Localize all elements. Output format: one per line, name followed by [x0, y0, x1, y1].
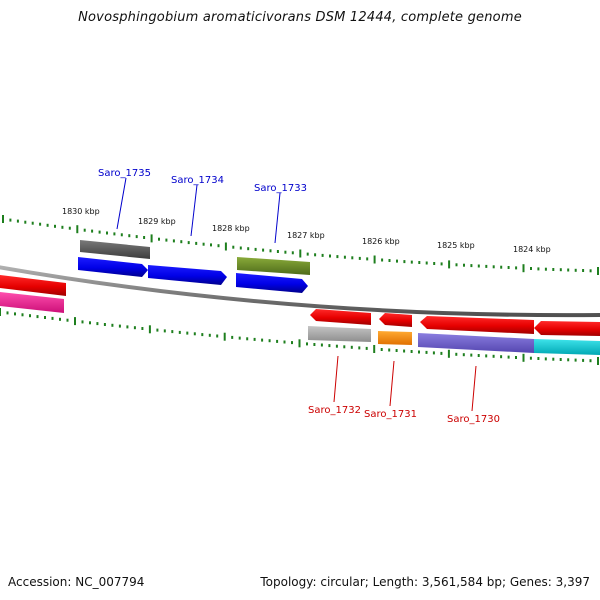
- leader-saro-1731: [389, 360, 395, 407]
- gene-label-leaders: [116, 177, 477, 412]
- gene-feature-saro-1733-class[interactable]: [237, 257, 310, 275]
- gene-label-saro-1733[interactable]: Saro_1733: [254, 183, 307, 194]
- gene-arrow-saro-1732[interactable]: [310, 309, 371, 325]
- gene-feature-left-edge-class[interactable]: [0, 292, 64, 313]
- gene-arrow-saro-1734[interactable]: [148, 265, 227, 285]
- position-label: 1826 kbp: [362, 237, 400, 246]
- page-title: Novosphingobium aromaticivorans DSM 1244…: [78, 10, 522, 25]
- gene-label-saro-1734[interactable]: Saro_1734: [171, 175, 224, 186]
- position-label: 1828 kbp: [212, 224, 250, 233]
- gene-label-saro-1730[interactable]: Saro_1730: [447, 414, 500, 425]
- position-labels: 1830 kbp 1829 kbp 1828 kbp 1827 kbp 1826…: [62, 207, 551, 254]
- leader-saro-1733: [274, 192, 281, 244]
- position-label: 1825 kbp: [437, 241, 475, 250]
- left-edge-features: [0, 275, 66, 313]
- accession-label: Accession: NC_007794: [8, 575, 145, 589]
- leader-saro-1735: [116, 177, 127, 230]
- gene-labels: Saro_1735 Saro_1734 Saro_1733 Saro_1732 …: [98, 168, 500, 425]
- gene-arrow-saro-1730[interactable]: [420, 316, 534, 334]
- gene-label-saro-1732[interactable]: Saro_1732: [308, 405, 361, 416]
- gene-feature-saro-1732-class[interactable]: [308, 326, 371, 342]
- position-label: 1830 kbp: [62, 207, 100, 216]
- position-label: 1829 kbp: [138, 217, 176, 226]
- gene-feature-saro-1731-class[interactable]: [378, 331, 412, 345]
- gene-feature-saro-1730-class[interactable]: [418, 333, 534, 353]
- forward-functional-track: [80, 240, 310, 275]
- gene-arrow-left-edge[interactable]: [0, 275, 66, 296]
- position-label: 1827 kbp: [287, 231, 325, 240]
- reverse-cds-track: [310, 309, 600, 336]
- forward-cds-track: [78, 257, 308, 293]
- gene-feature-saro-1735-class[interactable]: [80, 240, 150, 259]
- gene-arrow-right-edge[interactable]: [534, 321, 600, 336]
- gene-feature-right-edge-class[interactable]: [534, 339, 600, 355]
- reverse-functional-track: [308, 326, 600, 355]
- inner-ruler-ticks: [0, 308, 599, 365]
- position-label: 1824 kbp: [513, 245, 551, 254]
- leader-saro-1732: [333, 355, 339, 403]
- outer-ruler-ticks: [2, 215, 599, 275]
- leader-saro-1734: [190, 184, 198, 237]
- gene-arrow-saro-1735[interactable]: [78, 257, 148, 277]
- genome-summary: Topology: circular; Length: 3,561,584 bp…: [260, 575, 590, 589]
- gene-arrow-saro-1731[interactable]: [379, 313, 412, 327]
- genome-backbone: [0, 265, 600, 318]
- leader-saro-1730: [471, 365, 477, 412]
- gene-arrow-saro-1733[interactable]: [236, 273, 308, 293]
- gene-label-saro-1731[interactable]: Saro_1731: [364, 409, 417, 420]
- gene-label-saro-1735[interactable]: Saro_1735: [98, 168, 151, 179]
